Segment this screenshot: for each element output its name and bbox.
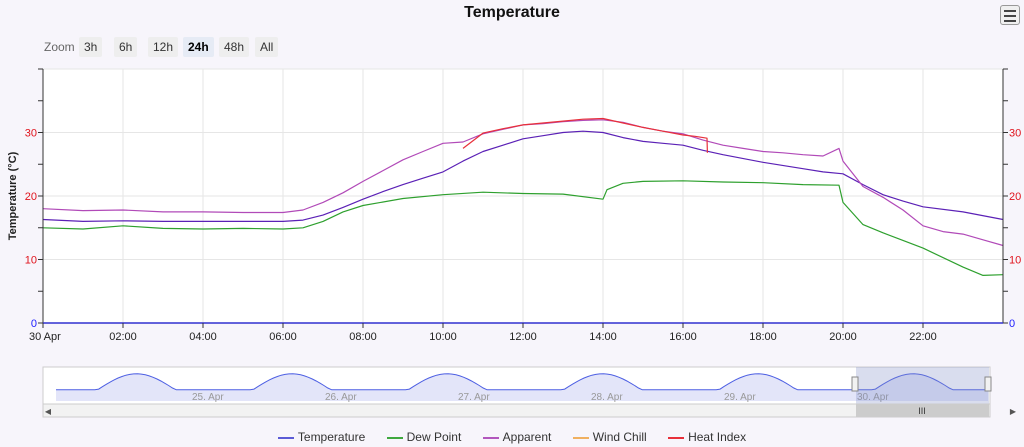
- zoom-12h-button[interactable]: 12h: [148, 37, 179, 57]
- scroll-left-icon[interactable]: ◀: [45, 407, 52, 416]
- navigator-scrollbar[interactable]: [42, 403, 991, 418]
- x-tick-label: 06:00: [269, 331, 297, 343]
- navigator-date-label: 30. Apr: [857, 392, 889, 403]
- legend-swatch: [277, 436, 294, 439]
- axes: Temperature (°C) 0 0 10 10 20 20 30 30 30 Apr 02:…: [7, 68, 1021, 343]
- chart-title: Temperature: [464, 4, 560, 21]
- legend-swatch: [572, 436, 589, 439]
- navigator-labels: 25. Apr 26. Apr 27. Apr 28. Apr 29. Apr 30. A…: [192, 392, 889, 403]
- y-tick-label-right: 20: [1009, 191, 1021, 203]
- zoom-24h-button[interactable]: 24h: [183, 37, 214, 57]
- legend-item-temperature[interactable]: Temperature: [277, 430, 366, 444]
- x-tick-label: 12:00: [509, 331, 537, 343]
- series-line-heat-index: [462, 117, 708, 153]
- legend: Temperature Dew Point Apparent Wind Chil…: [0, 430, 1024, 447]
- navigator-date-label: 28. Apr: [591, 392, 623, 403]
- y-tick-label-left: 0: [31, 318, 37, 330]
- navigator-selection[interactable]: [856, 367, 989, 404]
- zoom-3h-button[interactable]: 3h: [79, 37, 103, 57]
- y-tick-label-right: 0: [1009, 318, 1015, 330]
- navigator-handle-left[interactable]: [851, 376, 859, 392]
- series-layer: [42, 117, 1004, 276]
- legend-item-dew-point[interactable]: Dew Point: [386, 430, 462, 444]
- navigator-date-label: 29. Apr: [724, 392, 756, 403]
- x-tick-label: 18:00: [749, 331, 777, 343]
- menu-icon: [1004, 10, 1016, 12]
- legend-label: Temperature: [297, 430, 366, 444]
- y-tick-label-right: 30: [1009, 128, 1021, 140]
- navigator-date-label: 26. Apr: [325, 392, 357, 403]
- x-tick-label: 10:00: [429, 331, 457, 343]
- navigator[interactable]: 25. Apr 26. Apr 27. Apr 28. Apr 29. Apr 30. A…: [42, 366, 1017, 418]
- zoom-6h-button[interactable]: 6h: [114, 37, 138, 57]
- legend-label: Dew Point: [406, 430, 462, 444]
- y-tick-label-left: 20: [25, 191, 37, 203]
- y-axis-title: Temperature (°C): [7, 151, 19, 240]
- x-tick-label: 16:00: [669, 331, 697, 343]
- scrollbar-grip-icon: III: [918, 406, 926, 416]
- x-tick-label: 22:00: [909, 331, 937, 343]
- zoom-all-button[interactable]: All: [255, 37, 279, 57]
- legend-swatch: [386, 436, 403, 439]
- navigator-area: [56, 373, 988, 401]
- chart-area: Temperature (°C) 0 0 10 10 20 20 30 30 30 Apr 02:…: [7, 68, 1021, 418]
- zoom-label: Zoom: [44, 40, 75, 54]
- legend-label: Apparent: [502, 430, 552, 444]
- legend-label: Heat Index: [688, 430, 747, 444]
- navigator-line: [56, 373, 988, 391]
- x-tick-label: 30 Apr: [29, 331, 61, 343]
- x-tick-label: 04:00: [189, 331, 217, 343]
- series-line-temperature: [42, 130, 1004, 222]
- zoom-48h-button[interactable]: 48h: [219, 37, 250, 57]
- navigator-date-label: 27. Apr: [458, 392, 490, 403]
- y-tick-label-right: 10: [1009, 255, 1021, 267]
- navigator-date-label: 25. Apr: [192, 392, 224, 403]
- y-tick-label-left: 30: [25, 128, 37, 140]
- x-tick-label: 08:00: [349, 331, 377, 343]
- legend-label: Wind Chill: [592, 430, 647, 444]
- y-tick-label-left: 10: [25, 255, 37, 267]
- x-tick-label: 02:00: [109, 331, 137, 343]
- x-tick-label: 20:00: [829, 331, 857, 343]
- legend-item-heat-index[interactable]: Heat Index: [668, 430, 746, 444]
- x-tick-label: 14:00: [589, 331, 617, 343]
- navigator-scrollbar-thumb[interactable]: [856, 404, 989, 417]
- series-line-dew-point: [42, 180, 1004, 276]
- legend-swatch: [668, 436, 685, 439]
- legend-swatch: [482, 436, 499, 439]
- grid: [42, 68, 1003, 323]
- legend-item-apparent[interactable]: Apparent: [482, 430, 552, 444]
- navigator-handle-right[interactable]: [984, 376, 992, 392]
- legend-item-wind-chill[interactable]: Wind Chill: [572, 430, 647, 444]
- scroll-right-icon[interactable]: ▶: [1010, 407, 1017, 416]
- menu-button[interactable]: [1000, 5, 1020, 25]
- series-line-apparent: [42, 119, 1004, 247]
